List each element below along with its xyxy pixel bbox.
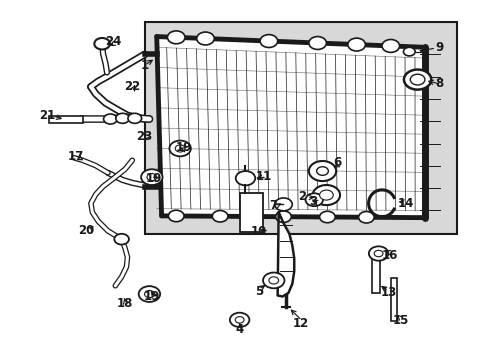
- Text: 9: 9: [434, 41, 443, 54]
- Text: 3: 3: [308, 195, 316, 208]
- Text: 15: 15: [391, 314, 408, 327]
- Circle shape: [373, 250, 382, 257]
- Circle shape: [128, 113, 142, 123]
- Bar: [49, 116, 82, 123]
- Bar: [371, 259, 379, 293]
- Circle shape: [347, 38, 365, 51]
- Circle shape: [268, 277, 278, 284]
- Bar: [390, 278, 396, 320]
- Circle shape: [319, 211, 334, 223]
- Polygon shape: [277, 212, 294, 297]
- Text: 13: 13: [380, 287, 396, 300]
- Text: 19: 19: [146, 172, 162, 185]
- Circle shape: [196, 32, 214, 45]
- Text: 7: 7: [269, 199, 277, 212]
- Text: 11: 11: [255, 170, 272, 183]
- Circle shape: [403, 47, 414, 56]
- Circle shape: [274, 198, 292, 211]
- Text: 12: 12: [292, 317, 308, 330]
- Circle shape: [103, 114, 117, 124]
- Circle shape: [144, 291, 154, 298]
- Text: 16: 16: [381, 249, 397, 262]
- Circle shape: [312, 185, 339, 205]
- Circle shape: [381, 40, 399, 53]
- Circle shape: [316, 167, 328, 175]
- Text: 2: 2: [297, 190, 305, 203]
- Circle shape: [229, 313, 249, 327]
- Circle shape: [235, 317, 244, 323]
- Circle shape: [308, 37, 326, 49]
- Polygon shape: [157, 37, 424, 218]
- Text: 22: 22: [124, 80, 140, 93]
- Text: 20: 20: [78, 224, 94, 237]
- Circle shape: [212, 211, 227, 222]
- Text: 10: 10: [250, 225, 267, 238]
- Text: 6: 6: [332, 156, 341, 168]
- Text: 21: 21: [39, 109, 55, 122]
- Text: 24: 24: [104, 35, 121, 49]
- Circle shape: [403, 69, 430, 90]
- Circle shape: [169, 140, 190, 156]
- Circle shape: [308, 161, 335, 181]
- Circle shape: [275, 211, 291, 222]
- Text: 8: 8: [434, 77, 443, 90]
- Circle shape: [368, 246, 387, 261]
- Circle shape: [319, 190, 332, 200]
- Text: 18: 18: [117, 297, 133, 310]
- Circle shape: [235, 171, 255, 185]
- Circle shape: [94, 38, 110, 49]
- Circle shape: [167, 31, 184, 44]
- Text: 17: 17: [68, 150, 84, 163]
- Text: 1: 1: [140, 59, 148, 72]
- Text: 4: 4: [235, 323, 243, 336]
- Circle shape: [139, 286, 160, 302]
- Circle shape: [175, 145, 184, 152]
- Bar: [144, 22, 456, 234]
- Circle shape: [168, 210, 183, 222]
- Circle shape: [305, 193, 323, 206]
- Text: 14: 14: [396, 197, 413, 210]
- Circle shape: [147, 174, 157, 181]
- Circle shape: [409, 74, 424, 85]
- Text: 19: 19: [143, 290, 160, 303]
- Circle shape: [141, 169, 162, 185]
- Circle shape: [358, 212, 373, 223]
- Text: 19: 19: [175, 141, 191, 154]
- Text: 23: 23: [136, 130, 152, 144]
- Circle shape: [260, 35, 277, 48]
- Text: 5: 5: [254, 285, 263, 298]
- Circle shape: [116, 113, 129, 123]
- Bar: [239, 193, 263, 232]
- Circle shape: [114, 234, 129, 244]
- Circle shape: [263, 273, 284, 288]
